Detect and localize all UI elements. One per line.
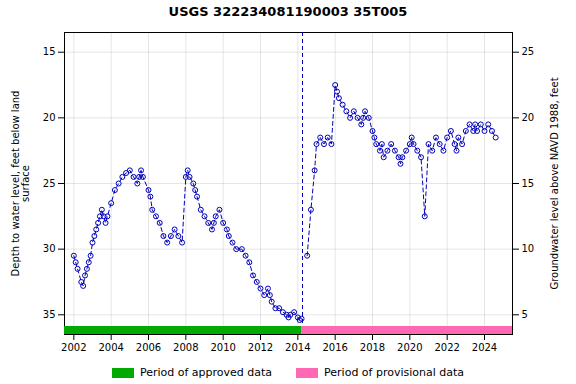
svg-text:Depth to water level, feet bel: Depth to water level, feet below landsur…: [10, 91, 31, 277]
svg-text:2010: 2010: [210, 342, 235, 353]
svg-text:2024: 2024: [472, 342, 497, 353]
svg-text:20: 20: [522, 112, 535, 123]
svg-text:5: 5: [522, 309, 528, 320]
svg-text:35: 35: [43, 309, 56, 320]
svg-text:2014: 2014: [285, 342, 310, 353]
svg-text:2020: 2020: [397, 342, 422, 353]
svg-text:30: 30: [43, 243, 56, 254]
svg-text:25: 25: [522, 46, 535, 57]
svg-text:2008: 2008: [173, 342, 198, 353]
html-text:Period of approved data: Period of approved data: [139, 365, 273, 379]
html-text:USGS 322234081190003 35T005: USGS 322234081190003 35T005: [168, 4, 408, 19]
svg-text:20: 20: [43, 112, 56, 123]
svg-text:15: 15: [522, 178, 535, 189]
svg-text:Groundwater level above NAVD 1: Groundwater level above NAVD 1988, feet: [549, 77, 560, 289]
svg-text:10: 10: [522, 243, 535, 254]
svg-text:2012: 2012: [248, 342, 273, 353]
svg-text:2022: 2022: [434, 342, 459, 353]
html-text:Period of provisional data: Period of provisional data: [324, 365, 465, 379]
svg-text:2002: 2002: [61, 342, 86, 353]
svg-text:2016: 2016: [322, 342, 347, 353]
svg-text:25: 25: [43, 178, 56, 189]
svg-text:2004: 2004: [98, 342, 123, 353]
svg-text:2018: 2018: [360, 342, 385, 353]
svg-text:15: 15: [43, 46, 56, 57]
svg-text:2006: 2006: [136, 342, 161, 353]
